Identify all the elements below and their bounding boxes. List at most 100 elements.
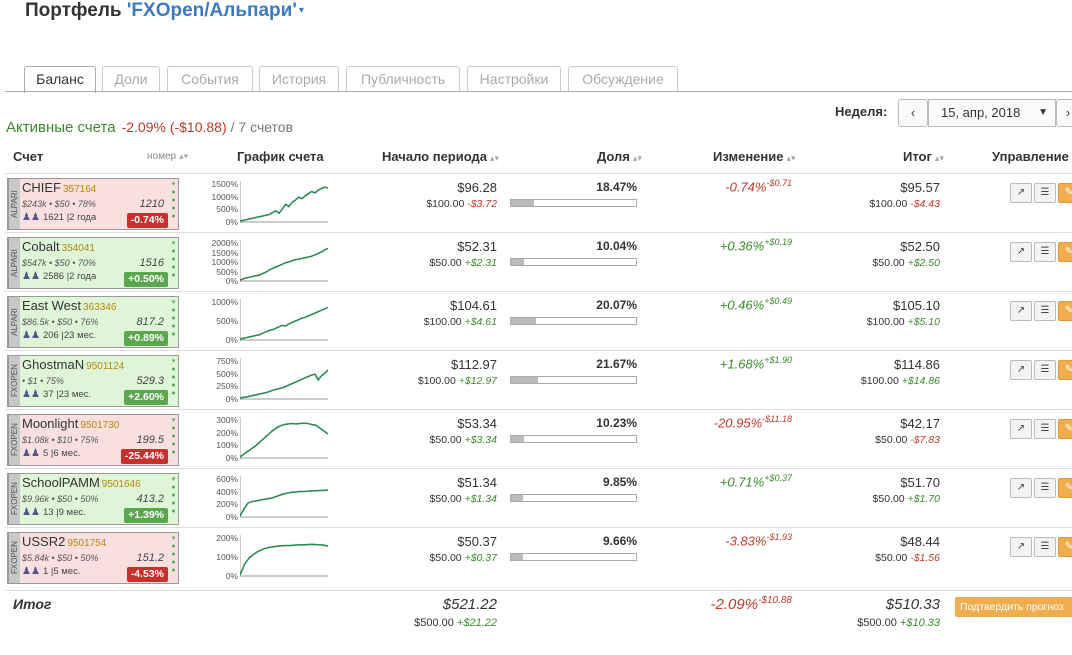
account-number: 9501754 — [67, 538, 107, 549]
week-prev-button[interactable]: ‹ — [898, 99, 928, 127]
chart-icon[interactable]: ↗ — [1010, 301, 1032, 321]
share-bar — [510, 199, 637, 207]
account-number: 9501124 — [86, 361, 125, 372]
account-investors: 5 |6 мес. — [42, 448, 81, 459]
list-icon[interactable]: ☰ — [1034, 360, 1056, 380]
account-name[interactable]: SchoolPAMM — [22, 475, 100, 490]
account-card[interactable]: ALPARI Cobalt 354041 $547k • $50 • 70% 1516 ♟… — [7, 237, 179, 289]
y-tick-label: 500% — [216, 316, 238, 326]
account-name[interactable]: Cobalt — [22, 239, 60, 254]
list-icon[interactable]: ☰ — [1034, 419, 1056, 439]
pencil-icon[interactable]: ✎ — [1058, 478, 1072, 498]
account-chart[interactable]: 300% 200% 100% 0% — [200, 415, 330, 465]
tab-history[interactable]: История — [259, 66, 339, 91]
account-card[interactable]: FXOPEN SchoolPAMM 9501646 $9.96k • $50 • 50… — [7, 473, 179, 525]
confirm-forecast-button[interactable]: Подтвердить прогноз — [955, 597, 1072, 617]
change-abs: +$0.37 — [764, 473, 792, 483]
share-value: 9.66% — [602, 534, 637, 548]
account-meta: • $1 • 75% — [22, 376, 64, 386]
pencil-icon[interactable]: ✎ — [1058, 537, 1072, 557]
account-name[interactable]: USSR2 — [22, 534, 66, 549]
start-base: $50.00 — [429, 434, 462, 446]
sparkline — [240, 358, 328, 400]
account-chart[interactable]: 600% 400% 200% 0% — [200, 474, 330, 524]
end-value: $52.50 — [900, 239, 940, 254]
chart-icon[interactable]: ↗ — [1010, 183, 1032, 203]
list-icon[interactable]: ☰ — [1034, 537, 1056, 557]
list-icon[interactable]: ☰ — [1034, 242, 1056, 262]
start-base: $100.00 — [417, 375, 456, 387]
share-bar-fill — [511, 200, 535, 206]
col-change[interactable]: Изменение ▴▾ — [713, 149, 796, 164]
list-icon[interactable]: ☰ — [1034, 478, 1056, 498]
chart-icon[interactable]: ↗ — [1010, 537, 1032, 557]
share-value: 18.47% — [596, 180, 637, 194]
end-delta: -$7.83 — [910, 434, 940, 446]
users-icon: ♟♟ — [22, 507, 40, 518]
portfolio-name[interactable]: 'FXOpen/Альпари' — [126, 0, 297, 21]
tab-publicity[interactable]: Публичность — [346, 66, 460, 91]
end-delta: -$4.43 — [910, 198, 940, 210]
manage-buttons: ↗ ☰ ✎ — [1010, 301, 1072, 321]
account-chart[interactable]: 1500% 1000% 500% 0% — [200, 179, 330, 229]
chart-icon[interactable]: ↗ — [1010, 478, 1032, 498]
account-card[interactable]: ALPARI East West 363346 $86.5k • $50 • 76% 8… — [7, 296, 179, 348]
pencil-icon[interactable]: ✎ — [1058, 301, 1072, 321]
pencil-icon[interactable]: ✎ — [1058, 242, 1072, 262]
account-card[interactable]: FXOPEN USSR2 9501754 $5.84k • $50 • 50% 151.… — [7, 532, 179, 584]
account-card[interactable]: FXOPEN GhostmaN 9501124 • $1 • 75% 529.3 ♟♟ 37… — [7, 355, 179, 407]
chart-icon[interactable]: ↗ — [1010, 242, 1032, 262]
account-meta: $86.5k • $50 • 76% — [22, 317, 99, 327]
account-chart[interactable]: 2000% 1500% 1000% 500% 0% — [200, 238, 330, 288]
account-name[interactable]: East West — [22, 298, 82, 313]
col-manage-label: Управление — [992, 149, 1069, 164]
col-end[interactable]: Итог ▴▾ — [903, 149, 944, 164]
account-chart[interactable]: 750% 500% 250% 0% — [200, 356, 330, 406]
start-cell: $53.34 $50.00 +$3.34 — [430, 416, 497, 446]
account-name[interactable]: Moonlight — [22, 416, 79, 431]
broker-label: FXOPEN — [8, 474, 20, 524]
table-row: ALPARI Cobalt 354041 $547k • $50 • 70% 1516 ♟… — [5, 232, 1072, 292]
list-icon[interactable]: ☰ — [1034, 301, 1056, 321]
tab-divider — [5, 91, 1072, 92]
account-chart[interactable]: 200% 100% 0% — [200, 533, 330, 583]
pencil-icon[interactable]: ✎ — [1058, 183, 1072, 203]
y-tick-label: 750% — [216, 356, 238, 366]
sparkline — [240, 299, 328, 341]
share-cell: 9.66% — [510, 534, 637, 561]
chevron-down-icon[interactable]: ▾ — [298, 5, 304, 17]
change-cell: +0.36%+$0.19 — [720, 237, 792, 253]
account-chart[interactable]: 1000% 500% 0% — [200, 297, 330, 347]
week-select[interactable]: 15, апр, 2018 ▼ — [928, 99, 1056, 127]
account-investors: 1 |5 мес. — [42, 566, 81, 577]
list-icon[interactable]: ☰ — [1034, 183, 1056, 203]
tab-shares[interactable]: Доли — [102, 66, 160, 91]
tab-events[interactable]: События — [167, 66, 253, 91]
end-value: $51.70 — [900, 475, 940, 490]
account-card[interactable]: FXOPEN Moonlight 9501730 $1.08k • $10 • 75%… — [7, 414, 179, 466]
account-number: 354041 — [61, 243, 95, 254]
week-next-button[interactable]: › — [1056, 99, 1072, 127]
tab-settings[interactable]: Настройки — [467, 66, 561, 91]
col-share[interactable]: Доля ▴▾ — [597, 149, 642, 164]
share-cell: 9.85% — [510, 475, 637, 502]
share-bar-fill — [511, 259, 524, 265]
account-name[interactable]: GhostmaN — [22, 357, 85, 372]
chart-icon[interactable]: ↗ — [1010, 360, 1032, 380]
pencil-icon[interactable]: ✎ — [1058, 419, 1072, 439]
col-number[interactable]: номер ▴▾ — [147, 151, 188, 162]
tab-discussion[interactable]: Обсуждение — [568, 66, 678, 91]
account-name[interactable]: CHIEF — [22, 180, 61, 195]
tab-balance[interactable]: Баланс — [24, 66, 96, 93]
status-dots-icon: ▾ ● ● ● ● — [171, 476, 176, 515]
sparkline — [240, 181, 328, 223]
total-row: Итог $521.22 $500.00 +$21.22 -2.09%-$10.… — [5, 590, 1072, 651]
col-account[interactable]: Счет — [13, 149, 43, 164]
account-card[interactable]: ALPARI CHIEF 357164 $243k • $50 • 78% 1210 ♟♟… — [7, 178, 179, 230]
col-start[interactable]: Начало периода ▴▾ — [382, 149, 499, 164]
share-bar-fill — [511, 495, 524, 501]
pencil-icon[interactable]: ✎ — [1058, 360, 1072, 380]
change-abs: +$0.49 — [764, 296, 792, 306]
chart-icon[interactable]: ↗ — [1010, 419, 1032, 439]
change-pct: +1.68% — [719, 356, 765, 372]
